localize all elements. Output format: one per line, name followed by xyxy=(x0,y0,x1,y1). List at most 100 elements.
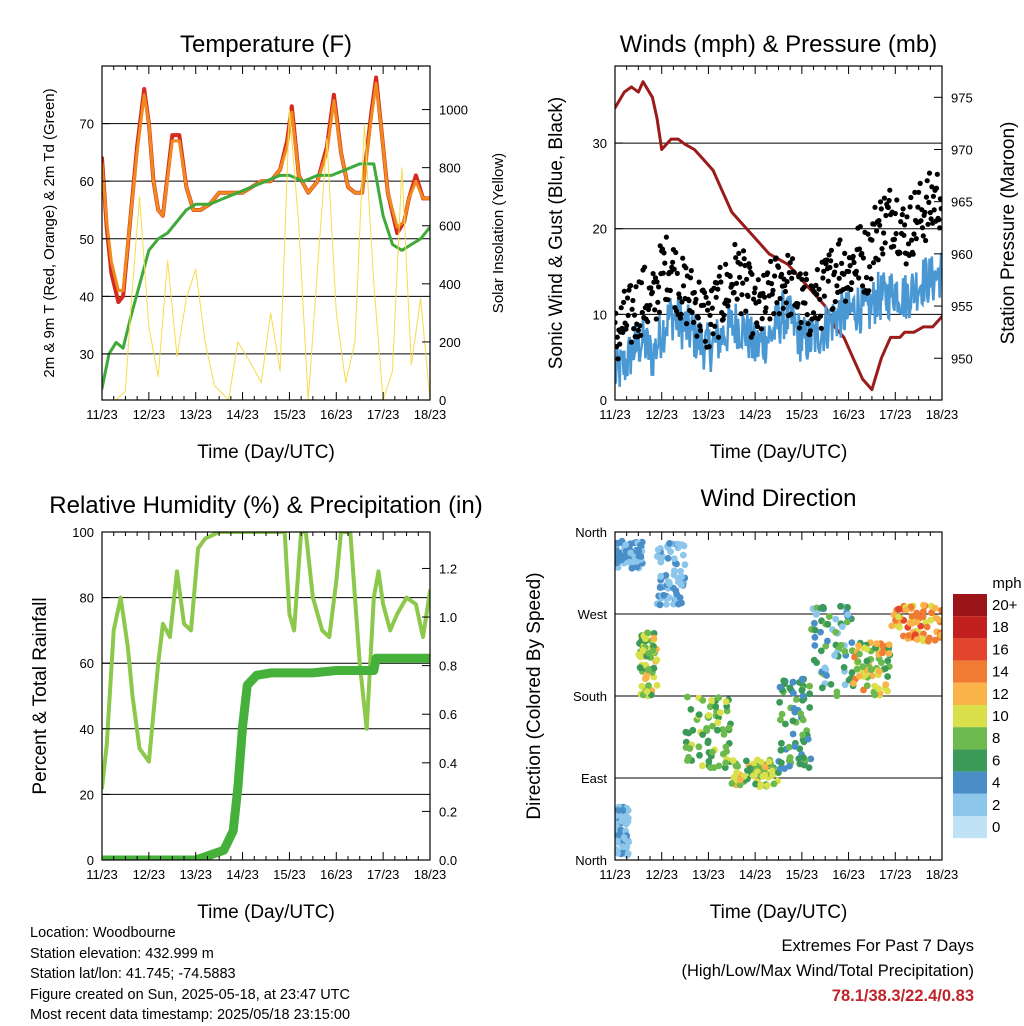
direction-point xyxy=(867,666,875,674)
gust-point xyxy=(629,306,635,312)
gust-point xyxy=(783,300,789,306)
gust-point xyxy=(678,311,684,317)
gust-point xyxy=(904,214,910,220)
gust-point xyxy=(620,329,626,335)
x-tick-label: 13/23 xyxy=(179,867,212,882)
y-axis-left: North East South West North Direction (Colore… xyxy=(524,525,623,868)
direction-point xyxy=(705,712,713,719)
direction-point xyxy=(785,743,793,751)
direction-point xyxy=(682,728,690,736)
direction-point xyxy=(850,680,857,687)
direction-point xyxy=(799,692,807,700)
direction-point xyxy=(848,639,856,646)
x-tick-label: 15/23 xyxy=(786,867,819,882)
direction-point xyxy=(811,626,819,634)
gust-point xyxy=(733,280,740,286)
gust-point xyxy=(876,218,882,224)
gust-point xyxy=(797,271,803,277)
gust-point xyxy=(638,280,645,286)
direction-point xyxy=(708,697,715,704)
y-axis-right: 950 955 960 965 970 975 Station Pressure (Maro… xyxy=(934,90,1019,366)
direction-point xyxy=(676,594,684,601)
y-tick-label: 10 xyxy=(593,307,607,322)
gust-point xyxy=(931,207,937,213)
direction-point xyxy=(657,555,665,563)
direction-point xyxy=(679,551,687,559)
y-tick-label-right: 200 xyxy=(439,335,461,350)
gust-point xyxy=(734,296,740,302)
gust-point xyxy=(655,299,661,305)
gust-point xyxy=(698,327,704,334)
direction-point xyxy=(657,572,665,580)
gust-point xyxy=(705,307,711,313)
direction-point xyxy=(923,623,931,631)
x-tick-label: 16/23 xyxy=(320,867,353,882)
x-tick-label: 18/23 xyxy=(926,867,959,882)
gust-point xyxy=(826,252,832,258)
direction-point xyxy=(791,743,799,750)
gust-point xyxy=(814,291,820,297)
direction-point xyxy=(757,781,765,788)
direction-point xyxy=(715,694,723,701)
direction-point xyxy=(714,726,721,734)
x-tick-label: 11/23 xyxy=(86,867,118,882)
direction-point xyxy=(750,772,757,780)
direction-point xyxy=(615,849,621,857)
direction-point xyxy=(884,687,891,695)
gust-point xyxy=(671,266,677,272)
direction-point xyxy=(913,618,921,626)
y-tick-label-right: 0.8 xyxy=(439,659,457,674)
gust-point xyxy=(899,212,905,218)
gust-point xyxy=(885,204,891,211)
gust-point xyxy=(688,268,694,274)
gust-point xyxy=(936,217,942,223)
gust-point xyxy=(665,297,671,303)
gust-point xyxy=(718,279,724,285)
legend-label: 12 xyxy=(992,686,1009,703)
gust-point xyxy=(827,264,833,271)
direction-point xyxy=(843,618,851,626)
gust-point xyxy=(817,296,823,302)
gust-point xyxy=(833,262,839,269)
location-text: Location: Woodbourne xyxy=(30,925,176,941)
gust-point xyxy=(648,285,654,291)
gust-point xyxy=(765,270,771,276)
direction-point xyxy=(905,632,912,639)
gust-point xyxy=(814,267,821,273)
gust-point xyxy=(859,250,865,257)
gust-point xyxy=(683,265,689,271)
gust-point xyxy=(667,287,673,294)
direction-point xyxy=(729,757,737,764)
gust-point xyxy=(631,326,637,332)
gust-point xyxy=(701,302,707,308)
gust-point xyxy=(706,344,712,350)
legend-swatch xyxy=(953,594,987,617)
direction-point xyxy=(670,555,678,562)
direction-point xyxy=(627,549,634,557)
legend-label: 16 xyxy=(992,641,1009,658)
gust-point xyxy=(791,269,797,275)
gust-point xyxy=(922,209,928,215)
direction-point xyxy=(637,541,644,549)
direction-point xyxy=(881,665,889,672)
x-tick-label: 13/23 xyxy=(692,867,725,882)
gust-point xyxy=(742,262,748,269)
direction-point xyxy=(677,567,684,575)
legend-swatch xyxy=(953,682,987,705)
direction-point xyxy=(653,681,661,689)
y-tick-label-right: 0.2 xyxy=(439,804,457,819)
gust-point xyxy=(920,233,926,239)
gust-point xyxy=(894,197,900,203)
legend-swatch xyxy=(953,660,987,683)
gust-point xyxy=(821,268,827,274)
gust-point xyxy=(759,316,765,322)
gust-point xyxy=(911,231,917,237)
legend-label: 18 xyxy=(992,619,1009,636)
direction-point xyxy=(699,697,707,704)
chart-title: Wind Direction xyxy=(700,485,856,512)
direction-point xyxy=(806,690,813,698)
gust-point xyxy=(836,275,842,281)
gust-point xyxy=(807,332,813,338)
direction-point xyxy=(807,755,815,763)
gust-point xyxy=(684,321,690,327)
